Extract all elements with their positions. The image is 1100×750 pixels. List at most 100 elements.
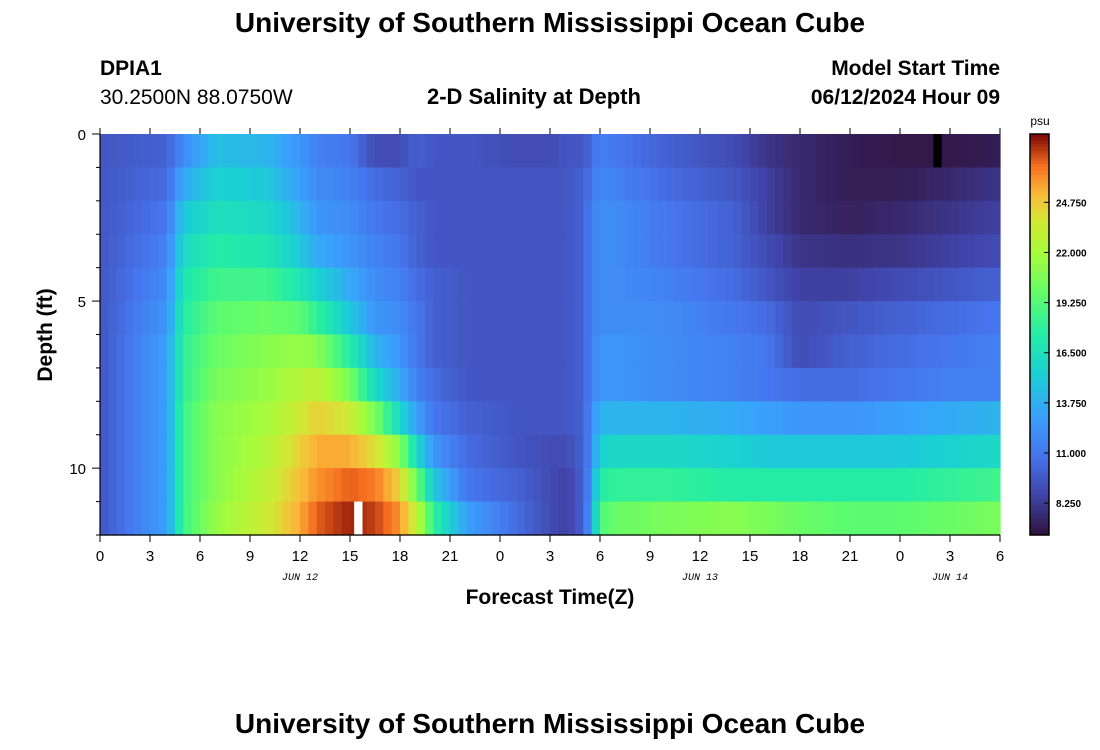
heatmap-cell bbox=[466, 468, 476, 503]
heatmap-cell bbox=[175, 167, 184, 202]
heatmap-cell bbox=[875, 200, 884, 235]
heatmap-cell bbox=[825, 401, 834, 436]
heatmap-cell bbox=[841, 134, 851, 169]
heatmap-cell bbox=[933, 334, 943, 369]
heatmap-cell bbox=[583, 501, 593, 536]
heatmap-cell bbox=[925, 434, 934, 469]
heatmap-cell bbox=[583, 367, 593, 402]
heatmap-cell bbox=[625, 234, 634, 269]
heatmap-cell bbox=[791, 401, 801, 436]
heatmap-cell bbox=[158, 301, 168, 336]
heatmap-cell bbox=[750, 134, 759, 169]
heatmap-cell bbox=[866, 468, 876, 503]
heatmap-cell bbox=[216, 367, 226, 402]
heatmap-cell bbox=[575, 434, 584, 469]
heatmap-cell bbox=[600, 468, 609, 503]
heatmap-cell bbox=[658, 468, 668, 503]
heatmap-cell bbox=[275, 167, 284, 202]
heatmap-cell bbox=[416, 267, 426, 302]
heatmap-cell bbox=[475, 434, 484, 469]
heatmap-cell bbox=[875, 134, 884, 169]
heatmap-cell bbox=[350, 434, 359, 469]
colorbar-swatch bbox=[1030, 351, 1049, 356]
colorbar-swatch bbox=[1030, 311, 1049, 315]
heatmap-cell bbox=[675, 200, 684, 235]
heatmap-cell bbox=[275, 367, 284, 402]
x-tick-label: 18 bbox=[392, 548, 409, 565]
heatmap-cell bbox=[825, 167, 834, 202]
heatmap-cell bbox=[650, 334, 659, 369]
heatmap-cell bbox=[808, 301, 818, 336]
heatmap-cell bbox=[441, 501, 451, 536]
heatmap-cell bbox=[383, 401, 393, 436]
heatmap-cell bbox=[433, 434, 443, 469]
heatmap-cell bbox=[891, 367, 901, 402]
heatmap-cell bbox=[275, 434, 284, 469]
colorbar-swatch bbox=[1030, 511, 1049, 516]
heatmap-cell bbox=[133, 367, 143, 402]
heatmap-cell bbox=[758, 301, 768, 336]
colorbar-swatch bbox=[1030, 164, 1049, 168]
heatmap-cell bbox=[208, 367, 218, 402]
heatmap-cell bbox=[575, 134, 584, 169]
heatmap-cell bbox=[466, 301, 476, 336]
heatmap-cell bbox=[883, 434, 893, 469]
heatmap-cell bbox=[925, 468, 934, 503]
heatmap-cell bbox=[333, 501, 343, 536]
heatmap-cell bbox=[700, 501, 709, 536]
heatmap-cell bbox=[925, 267, 934, 302]
heatmap-cell bbox=[866, 200, 876, 235]
heatmap-cell bbox=[408, 234, 418, 269]
colorbar-swatch bbox=[1030, 468, 1049, 473]
heatmap-cell bbox=[316, 267, 326, 302]
heatmap-cell bbox=[466, 334, 476, 369]
heatmap-cell bbox=[425, 468, 434, 503]
heatmap-cell bbox=[158, 468, 168, 503]
heatmap-cell bbox=[791, 267, 801, 302]
heatmap-cell bbox=[983, 367, 993, 402]
heatmap-cell bbox=[816, 301, 826, 336]
heatmap-cell bbox=[775, 334, 784, 369]
heatmap-cell bbox=[408, 434, 418, 469]
heatmap-cell bbox=[350, 468, 359, 503]
heatmap-cell bbox=[225, 334, 234, 369]
heatmap-cell bbox=[741, 401, 751, 436]
heatmap-cell bbox=[633, 134, 643, 169]
heatmap-cell bbox=[625, 401, 634, 436]
heatmap-cell bbox=[950, 501, 959, 536]
heatmap-cell bbox=[283, 234, 293, 269]
heatmap-cell bbox=[533, 134, 543, 169]
heatmap-cell bbox=[150, 301, 159, 336]
heatmap-cell bbox=[233, 501, 243, 536]
heatmap-cell bbox=[425, 167, 434, 202]
heatmap-cell bbox=[791, 434, 801, 469]
heatmap-cell bbox=[100, 167, 109, 202]
colorbar-swatch bbox=[1030, 371, 1049, 376]
colorbar-swatch bbox=[1030, 247, 1049, 252]
heatmap-cell bbox=[725, 468, 734, 503]
heatmap-cell bbox=[675, 301, 684, 336]
heatmap-cell bbox=[200, 468, 209, 503]
colorbar-swatch bbox=[1030, 528, 1049, 533]
heatmap-cell bbox=[183, 167, 193, 202]
heatmap-cell bbox=[566, 200, 576, 235]
heatmap-cell bbox=[175, 501, 184, 536]
heatmap-cell bbox=[533, 200, 543, 235]
heatmap-cell bbox=[225, 167, 234, 202]
heatmap-cell bbox=[825, 434, 834, 469]
heatmap-cell bbox=[808, 401, 818, 436]
x-tick-label: 21 bbox=[442, 548, 459, 565]
heatmap-cell bbox=[366, 501, 376, 536]
heatmap-cell bbox=[350, 401, 359, 436]
heatmap-cell bbox=[633, 501, 643, 536]
heatmap-cell bbox=[941, 134, 951, 169]
colorbar-swatch bbox=[1030, 501, 1049, 506]
heatmap-cell bbox=[466, 200, 476, 235]
heatmap-cell bbox=[383, 267, 393, 302]
heatmap-cell bbox=[175, 301, 184, 336]
heatmap-cell bbox=[483, 434, 493, 469]
heatmap-cell bbox=[808, 167, 818, 202]
heatmap-cell bbox=[691, 468, 701, 503]
heatmap-cell bbox=[716, 234, 726, 269]
heatmap-cell bbox=[533, 367, 543, 402]
